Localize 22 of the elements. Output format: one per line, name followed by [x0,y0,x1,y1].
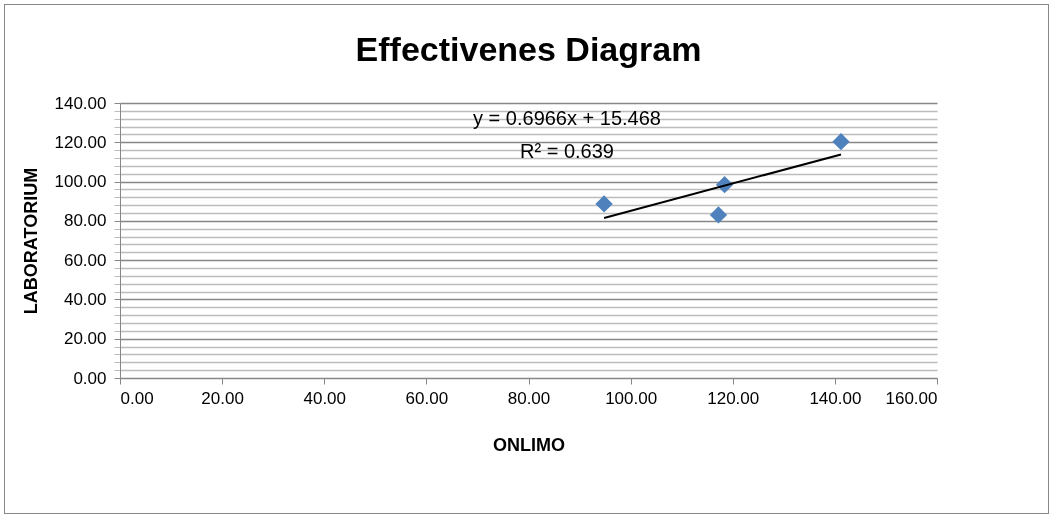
x-tick-label: 120.00 [707,388,760,408]
y-tick-label: 120.00 [54,132,107,152]
y-axis-title: LABORATORIUM [20,167,41,315]
y-tick-label: 40.00 [63,289,107,309]
x-tick-label: 60.00 [405,388,449,408]
x-tick-label: 0.00 [120,388,154,408]
annotation: y = 0.6966x + 15.468 [473,107,661,129]
y-tick-label: 140.00 [54,93,107,113]
x-tick-label: 20.00 [201,388,244,408]
y-tick-label: 100.00 [54,172,107,192]
chart-title: Effectivenes Diagram [355,30,702,68]
x-tick-label: 80.00 [507,388,551,408]
x-axis-title: ONLIMO [493,434,565,455]
y-tick-label: 60.00 [63,250,107,270]
y-tick-label: 80.00 [63,211,107,231]
x-tick-label: 100.00 [605,388,658,408]
x-tick-label: 40.00 [303,388,347,408]
x-tick-label: 140.00 [809,388,862,408]
x-tick-label: 160.00 [885,388,938,408]
annotation: R² = 0.639 [520,140,614,162]
y-tick-label: 0.00 [73,368,107,388]
y-tick-label: 20.00 [63,329,107,349]
